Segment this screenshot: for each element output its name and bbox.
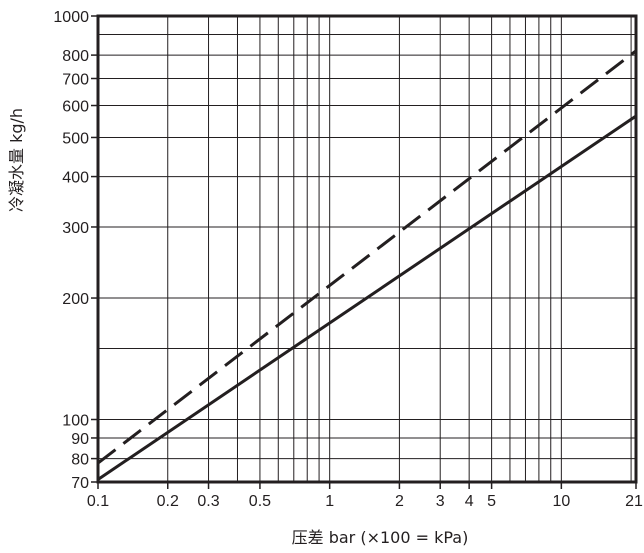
x-tick-label: 10 [552,493,570,510]
plot-frame [96,14,638,484]
x-tick-label: 21 [625,493,643,510]
y-tick-label: 400 [62,170,89,187]
x-tick-label: 2 [395,493,404,510]
x-tick-labels: 0.1 0.2 0.3 0.5 1 2 3 4 5 10 21 [87,482,643,510]
series-group [97,49,637,481]
x-tick-label: 1 [325,493,334,510]
y-tick-label: 800 [62,48,89,65]
x-tick-label: 5 [487,493,496,510]
x-tick-label: 3 [436,493,445,510]
x-tick-label: 0.1 [87,493,109,510]
y-tick-labels: 70 80 90 100 200 300 400 500 600 700 800 1000 [53,9,98,492]
y-axis-label: 冷凝水量 kg/h [7,108,26,212]
y-tick-label: 1000 [53,9,89,26]
y-tick-label: 300 [62,220,89,237]
y-tick-label: 700 [62,72,89,89]
y-tick-label: 200 [62,291,89,308]
y-tick-label: 600 [62,99,89,116]
solid-series-line [97,114,637,481]
x-axis-label: 压差 bar (×100 = kPa) [292,528,469,547]
x-tick-label: 0.2 [157,493,179,510]
y-tick-label: 90 [71,431,89,448]
y-tick-label: 100 [62,412,89,429]
x-tick-label: 0.3 [197,493,219,510]
y-tick-label: 500 [62,130,89,147]
grid [97,15,637,483]
x-tick-label: 0.5 [249,493,271,510]
x-tick-label: 4 [465,493,474,510]
y-tick-label: 80 [71,452,89,469]
dashed-series-line [97,49,637,465]
y-tick-label: 70 [71,475,89,492]
